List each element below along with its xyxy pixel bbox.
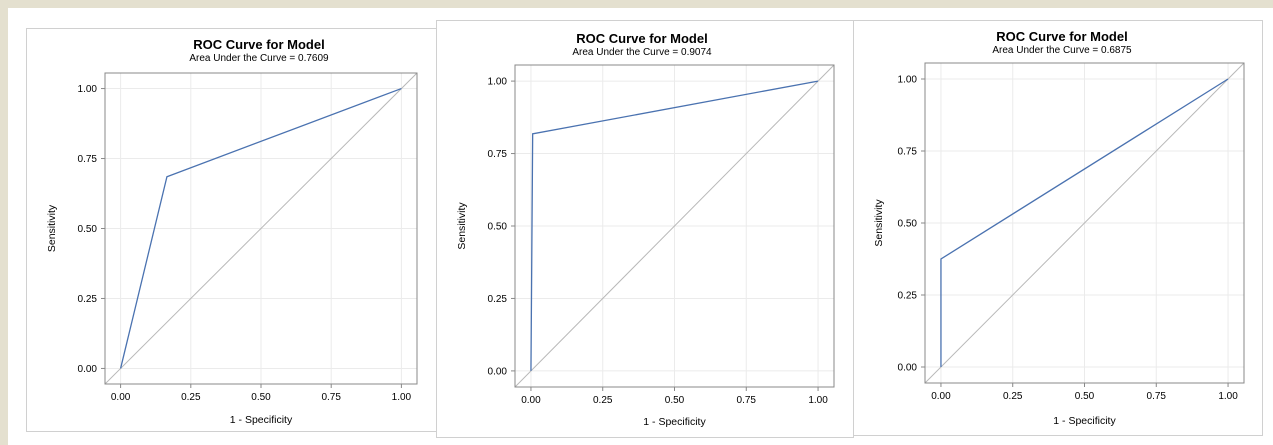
chart-1-xtick-label-1: 0.25 [181,392,201,403]
chart-3-subtitle: Area Under the Curve = 0.6875 [992,45,1132,56]
chart-2-reference-line [515,65,834,387]
chart-1-ytick-label-4: 1.00 [78,84,98,95]
chart-3-xtick-label-2: 0.50 [1075,391,1095,402]
chart-1-subtitle: Area Under the Curve = 0.7609 [189,53,329,64]
chart-1-xtick-label-4: 1.00 [392,392,412,403]
chart-1-xtick-label-3: 0.75 [321,392,341,403]
chart-2-xtick-label-4: 1.00 [808,395,828,406]
chart-3-ytick-label-4: 1.00 [898,75,918,86]
roc-chart-3: ROC Curve for Model Area Under the Curve … [853,20,1263,436]
chart-3-ytick-label-3: 0.75 [898,147,918,158]
chart-2-xlabel: 1 - Specificity [643,416,706,428]
roc-chart-1: ROC Curve for Model Area Under the Curve … [26,28,438,432]
chart-2-ytick-label-1: 0.25 [488,294,508,305]
chart-3-ytick-label-1: 0.25 [898,291,918,302]
chart-1-xtick-label-2: 0.50 [251,392,271,403]
chart-2-ylabel: Sensitivity [456,202,468,250]
chart-3-xlabel: 1 - Specificity [1053,415,1116,427]
chart-3-xtick-label-0: 0.00 [931,391,951,402]
chart-1-ylabel: Sensitivity [46,204,58,252]
chart-1-title: ROC Curve for Model [193,37,324,52]
chart-1-ytick-label-1: 0.25 [78,294,98,305]
chart-2-subtitle: Area Under the Curve = 0.9074 [572,47,712,58]
chart-1-xlabel: 1 - Specificity [230,414,293,426]
chart-3-title: ROC Curve for Model [996,29,1127,44]
chart-3-xtick-label-1: 0.25 [1003,391,1023,402]
chart-2-title: ROC Curve for Model [576,31,707,46]
chart-3-xtick-label-4: 1.00 [1218,391,1238,402]
chart-3-roc-line [940,78,1229,367]
chart-3-reference-line [925,63,1244,383]
chart-1-ytick-label-3: 0.75 [78,154,98,165]
chart-2-roc-line [530,80,819,371]
chart-2-xtick-label-3: 0.75 [737,395,757,406]
chart-2-ytick-label-0: 0.00 [488,366,508,377]
chart-3-ytick-label-2: 0.50 [898,219,918,230]
chart-1-ytick-label-2: 0.50 [78,224,98,235]
roc-chart-2: ROC Curve for Model Area Under the Curve … [436,20,854,438]
chart-1-xtick-label-0: 0.00 [111,392,131,403]
chart-2-xtick-label-0: 0.00 [521,395,541,406]
chart-1-roc-line [119,87,402,369]
chart-3-ytick-label-0: 0.00 [898,363,918,374]
chart-2-ytick-label-4: 1.00 [488,77,508,88]
chart-3-xtick-label-3: 0.75 [1147,391,1167,402]
chart-2-ytick-label-2: 0.50 [488,222,508,233]
chart-1-reference-line [105,73,417,384]
chart-2-xtick-label-1: 0.25 [593,395,613,406]
chart-3-ylabel: Sensitivity [873,199,885,247]
chart-2-xtick-label-2: 0.50 [665,395,685,406]
chart-1-ytick-label-0: 0.00 [78,364,98,375]
chart-2-ytick-label-3: 0.75 [488,149,508,160]
